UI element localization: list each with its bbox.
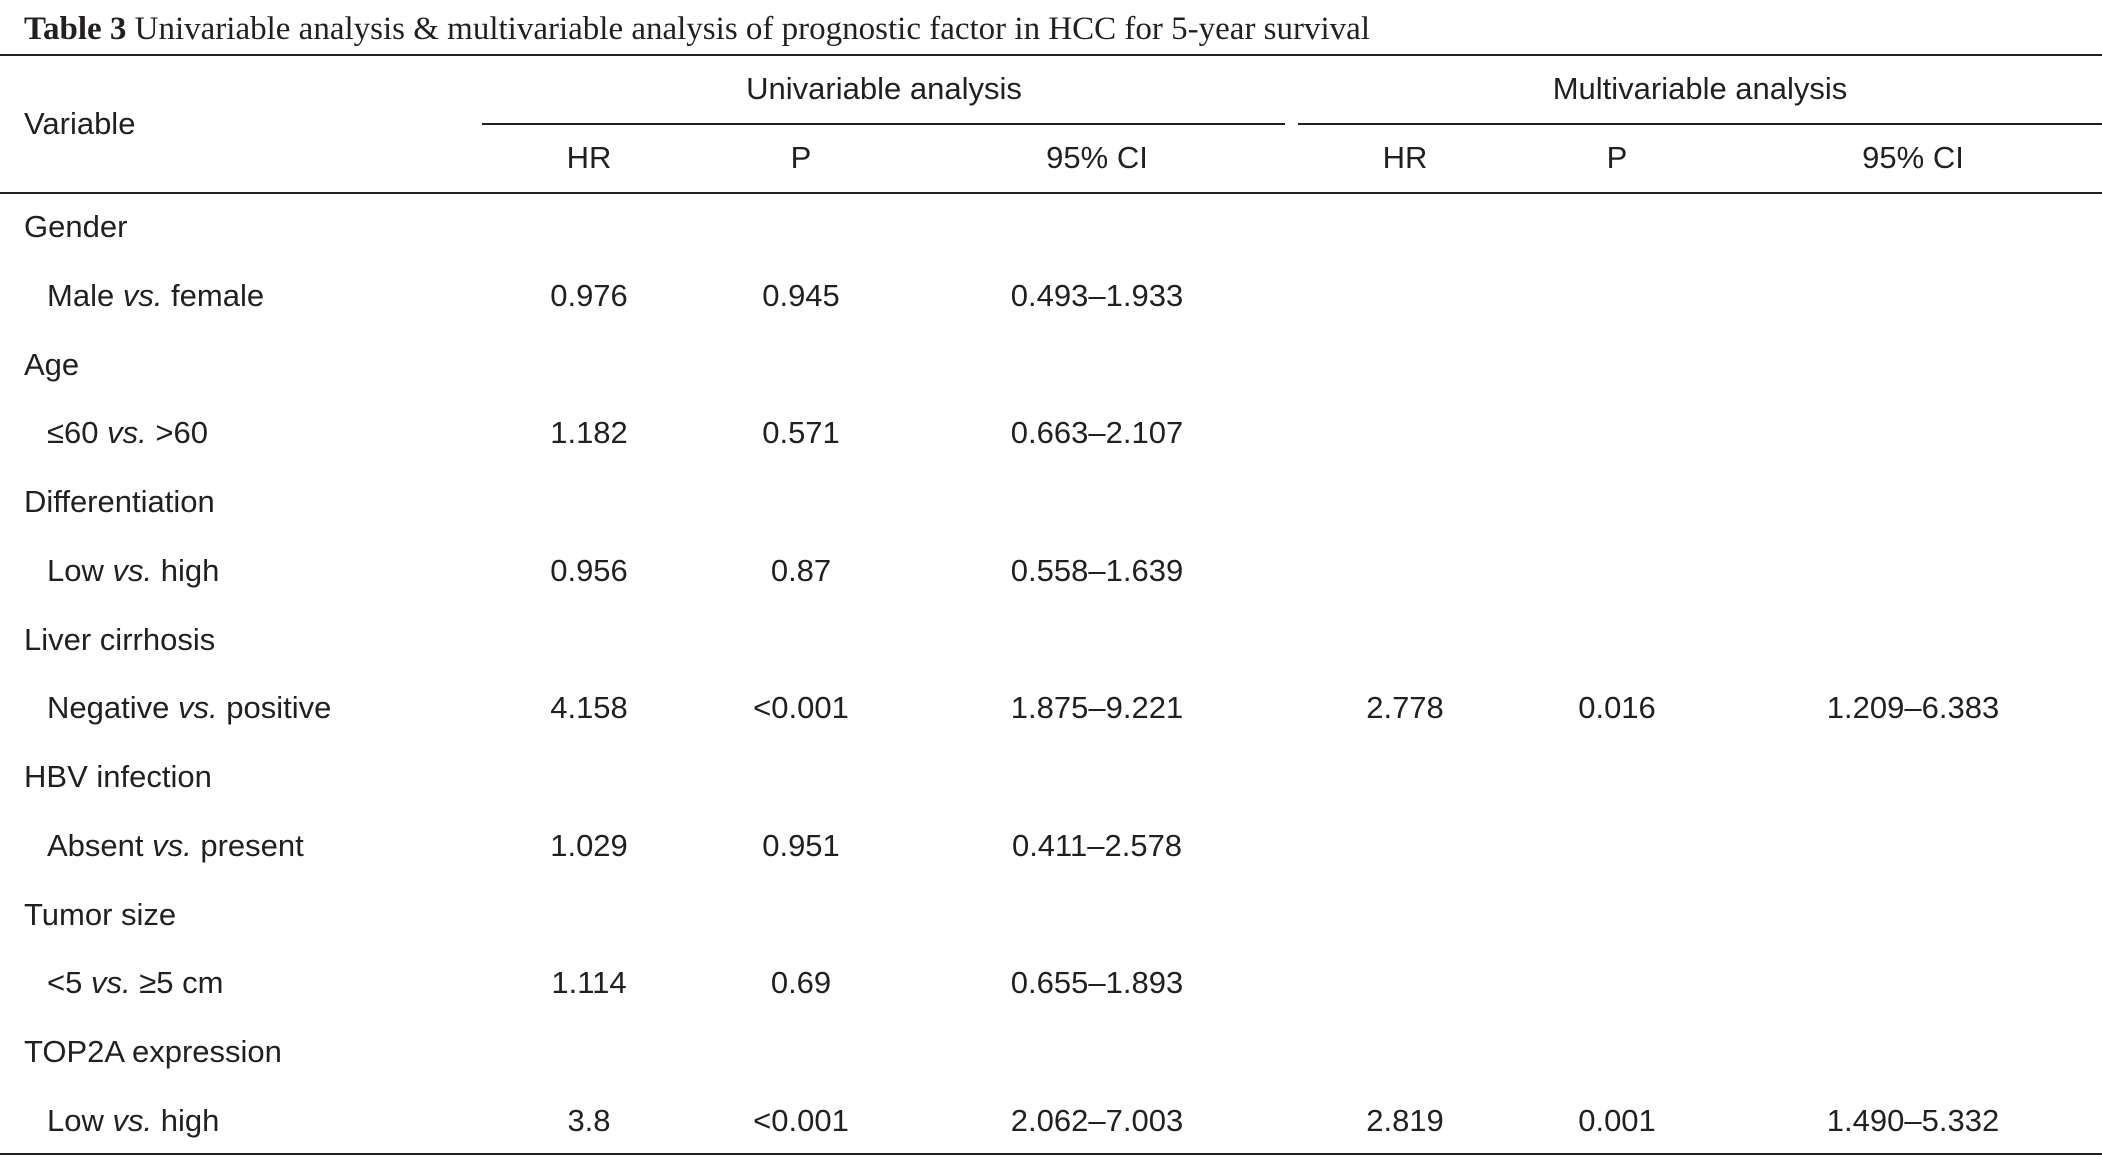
cell-p-uni: 0.87 [770, 552, 832, 588]
column-header-ci-multi: 95% CI [1862, 140, 1964, 175]
cell-p-multi: 0.001 [1578, 1102, 1656, 1138]
comparison-left: Low [47, 1102, 113, 1138]
variable-comparison: ≤60 vs. >60 [47, 413, 208, 453]
comparison-vs: vs. [90, 965, 131, 1000]
cell-hr-uni: 0.976 [550, 277, 628, 313]
comparison-vs: vs. [107, 415, 147, 450]
comparison-vs: vs. [122, 277, 163, 313]
univariable-rule [482, 123, 1285, 125]
cell-p-uni: 0.951 [762, 827, 840, 863]
univariable-header: Univariable analysis [746, 71, 1022, 106]
comparison-left: Male [47, 277, 123, 313]
cell-ci-uni: 1.875–9.221 [1010, 690, 1184, 725]
multivariable-rule [1298, 123, 2102, 125]
variable-comparison: Male vs. female [47, 276, 264, 316]
table-label: Table 3 [24, 11, 127, 47]
cell-p-uni: <0.001 [753, 690, 849, 725]
variable-category: Age [24, 346, 80, 382]
cell-p-uni: <0.001 [753, 1102, 849, 1138]
cell-ci-uni: 0.493–1.933 [1010, 277, 1184, 313]
cell-hr-uni: 0.956 [550, 552, 628, 588]
comparison-left: Low [47, 552, 113, 588]
comparison-right: female [162, 277, 265, 313]
variable-category: TOP2A expression [24, 1034, 282, 1069]
variable-comparison: Negative vs. positive [47, 688, 331, 728]
column-header-p-multi: P [1606, 140, 1628, 175]
column-header-hr-multi: HR [1382, 140, 1428, 175]
cell-hr-multi: 2.778 [1366, 690, 1444, 725]
cell-ci-multi: 1.490–5.332 [1826, 1102, 2000, 1138]
comparison-left: Absent [47, 827, 153, 863]
cell-ci-uni: 2.062–7.003 [1010, 1102, 1184, 1138]
comparison-vs: vs. [152, 827, 192, 863]
cell-p-uni: 0.571 [762, 415, 840, 450]
variable-category: Gender [24, 209, 128, 244]
cell-ci-uni: 0.411–2.578 [1011, 827, 1183, 863]
variable-comparison: <5 vs. ≥5 cm [47, 963, 223, 1003]
comparison-vs: vs. [112, 1102, 153, 1138]
comparison-vs: vs. [177, 690, 218, 725]
comparison-right: ≥5 cm [130, 965, 224, 1000]
comparison-left: Negative [47, 690, 178, 725]
comparison-right: high [152, 1102, 220, 1138]
comparison-vs: vs. [112, 552, 153, 588]
variable-comparison: Absent vs. present [47, 826, 304, 866]
variable-category: Tumor size [24, 896, 177, 932]
table-title: Univariable analysis & multivariable ana… [126, 11, 1370, 47]
comparison-right: high [152, 552, 220, 588]
variable-category: Differentiation [24, 484, 215, 519]
top-rule [0, 54, 2102, 56]
variable-category: HBV infection [24, 759, 212, 794]
cell-p-multi: 0.016 [1578, 690, 1656, 725]
variable-category: Liver cirrhosis [24, 621, 216, 657]
variable-comparison: Low vs. high [47, 1101, 219, 1141]
multivariable-header: Multivariable analysis [1552, 71, 1848, 106]
cell-ci-uni: 0.558–1.639 [1010, 552, 1184, 588]
variable-header: Variable [24, 106, 136, 141]
cell-hr-uni: 1.114 [551, 965, 627, 1000]
cell-ci-uni: 0.655–1.893 [1010, 965, 1184, 1000]
column-header-hr-uni: HR [566, 140, 612, 175]
cell-ci-uni: 0.663–2.107 [1010, 415, 1184, 450]
comparison-right: present [191, 827, 304, 863]
column-header-ci-uni: 95% CI [1046, 140, 1148, 175]
comparison-right: positive [217, 690, 332, 725]
comparison-right: >60 [146, 415, 208, 450]
cell-hr-uni: 1.029 [550, 827, 628, 863]
cell-hr-uni: 3.8 [567, 1102, 611, 1138]
cell-ci-multi: 1.209–6.383 [1826, 690, 2000, 725]
cell-hr-uni: 1.182 [550, 415, 628, 450]
cell-hr-uni: 4.158 [550, 690, 628, 725]
bottom-rule [0, 1153, 2102, 1155]
table-caption: Table 3 Univariable analysis & multivari… [24, 6, 1370, 52]
column-header-p-uni: P [790, 140, 812, 175]
header-rule [0, 192, 2102, 194]
variable-comparison: Low vs. high [47, 551, 219, 591]
comparison-left: ≤60 [47, 415, 108, 450]
cell-p-uni: 0.69 [770, 965, 832, 1000]
comparison-left: <5 [47, 965, 91, 1000]
cell-hr-multi: 2.819 [1366, 1102, 1444, 1138]
cell-p-uni: 0.945 [762, 277, 840, 313]
